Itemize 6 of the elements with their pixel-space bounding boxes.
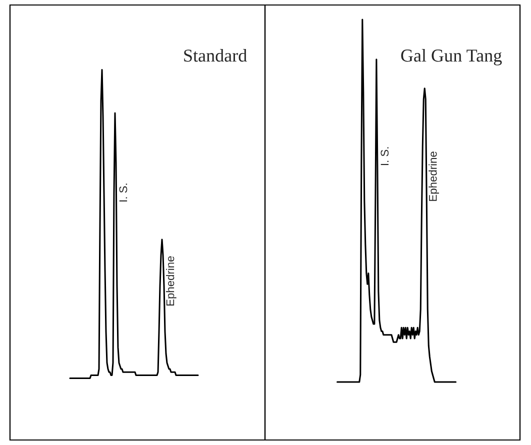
chart-title: Standard [184,49,247,62]
annotation: I. S. [119,184,128,202]
annotation: Ephedrine [166,256,176,306]
annotation: Ephedrine [428,152,439,201]
text: Gal Gun Tang [401,48,502,66]
annotation: I. S. [380,147,389,166]
